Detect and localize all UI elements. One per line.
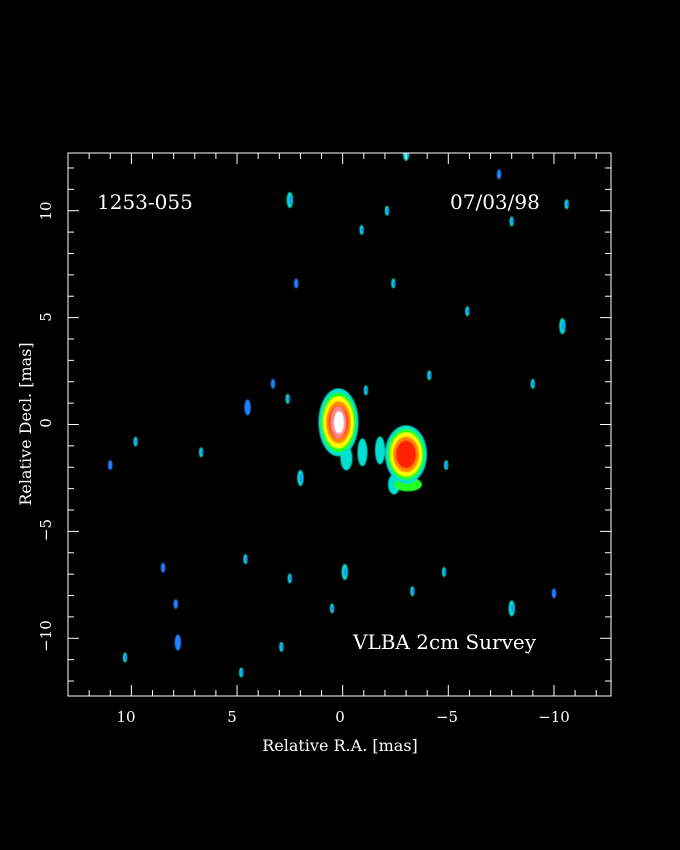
y-tick-label: −10 <box>37 620 55 652</box>
noise-blob <box>363 385 369 396</box>
epoch-label: 07/03/98 <box>450 190 540 214</box>
noise-blob <box>160 562 166 573</box>
noise-blob <box>443 460 449 471</box>
source-name-label: 1253-055 <box>97 190 193 214</box>
noise-blob <box>441 567 447 578</box>
x-axis-label: Relative R.A. [mas] <box>262 736 418 755</box>
noise-blob <box>286 192 294 209</box>
noise-blob <box>243 554 248 565</box>
y-tick-label: 5 <box>37 312 55 322</box>
noise-blob <box>287 573 293 584</box>
noise-blob <box>239 667 244 678</box>
noise-blob <box>341 564 348 581</box>
y-tick-label: 10 <box>37 201 55 220</box>
noise-blob <box>122 652 128 663</box>
noise-blob <box>174 634 182 651</box>
noise-blob <box>173 599 178 610</box>
noise-blob <box>509 216 514 227</box>
noise-blob <box>391 278 396 289</box>
y-axis-label: Relative Decl. [mas] <box>16 342 35 505</box>
noise-blob <box>293 278 299 289</box>
noise-blob <box>427 370 432 381</box>
y-tick-label: −5 <box>37 519 55 541</box>
noise-blob <box>384 205 390 216</box>
noise-blob <box>297 469 304 486</box>
x-tick-label: 10 <box>116 708 135 726</box>
noise-blob <box>496 169 502 180</box>
x-tick-label: 0 <box>335 708 345 726</box>
noise-blob <box>329 603 335 614</box>
core-component <box>318 388 368 471</box>
axis-ticks <box>68 153 611 696</box>
survey-label: VLBA 2cm Survey <box>352 630 537 654</box>
x-tick-label: −10 <box>538 708 570 726</box>
noise-blob <box>410 586 415 597</box>
noise-blob <box>465 306 470 317</box>
radio-emission-map <box>108 153 569 678</box>
x-tick-label: −5 <box>436 708 458 726</box>
noise-blob <box>559 318 566 335</box>
x-tick-label: 5 <box>227 708 237 726</box>
noise-blob <box>108 460 113 471</box>
noise-blob <box>530 378 536 389</box>
noise-blob <box>244 399 251 416</box>
noise-blob <box>564 199 569 210</box>
noise-blob <box>285 393 290 404</box>
noise-blob <box>133 436 138 447</box>
noise-blob <box>198 447 204 458</box>
noise-blob <box>270 378 276 389</box>
noise-blob <box>359 224 364 235</box>
noise-blob <box>508 600 515 617</box>
noise-blob <box>551 588 557 599</box>
noise-blob <box>279 641 284 652</box>
y-tick-label: 0 <box>37 418 55 428</box>
jet-component <box>375 425 428 495</box>
